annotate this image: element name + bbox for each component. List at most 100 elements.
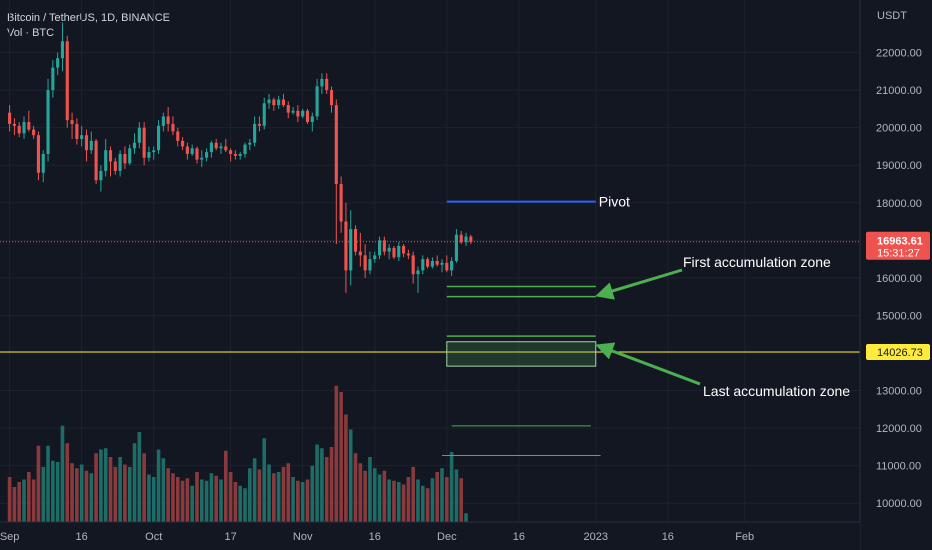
volume-bar xyxy=(99,449,103,522)
time-tick-label: 16 xyxy=(513,531,525,543)
candle-body xyxy=(368,259,372,271)
volume-bar xyxy=(411,467,415,522)
time-tick-label: 17 xyxy=(224,531,236,543)
candle-body xyxy=(440,262,444,265)
price-tick-label: 18000.00 xyxy=(876,198,922,210)
candle-body xyxy=(373,255,377,260)
volume-bar xyxy=(233,482,238,522)
price-tick-label: 22000.00 xyxy=(876,48,922,60)
volume-bar xyxy=(180,480,185,522)
candle-body xyxy=(277,99,281,106)
candle-body xyxy=(406,253,410,256)
volume-bar xyxy=(344,414,348,522)
candle-body xyxy=(65,41,69,121)
candle-body xyxy=(325,78,329,91)
time-tick-label: Sep xyxy=(0,531,19,543)
candle-body xyxy=(60,41,65,59)
volume-bar xyxy=(286,463,291,522)
volume-bar xyxy=(305,479,310,522)
candle-body xyxy=(430,261,434,267)
candle-body xyxy=(185,146,189,154)
first-zone-label: First accumulation zone xyxy=(683,254,831,270)
volume-bar xyxy=(75,468,79,522)
volume-bar xyxy=(353,453,358,522)
volume-bar xyxy=(262,438,267,522)
volume-bar xyxy=(12,487,17,522)
price-tick-label: 19000.00 xyxy=(876,160,922,172)
candle-body xyxy=(123,153,127,164)
candle-body xyxy=(195,148,199,160)
price-tick-label: 21000.00 xyxy=(876,85,922,97)
time-tick-label: Oct xyxy=(145,531,162,543)
candle-body xyxy=(315,86,319,117)
candle-body xyxy=(411,255,415,275)
last-zone-label: Last accumulation zone xyxy=(703,383,850,399)
symbol-title: Bitcoin / TetherUS, 1D, BINANCE xyxy=(7,12,171,24)
candle-body xyxy=(233,153,237,156)
candle-body xyxy=(70,120,74,124)
volume-bar xyxy=(137,432,142,522)
time-tick-label: Nov xyxy=(293,531,313,543)
candle-body xyxy=(291,110,295,113)
volume-bar xyxy=(334,385,339,522)
countdown-timer: 15:31:27 xyxy=(877,248,920,260)
candle-body xyxy=(296,110,300,117)
volume-bar xyxy=(123,464,127,522)
candle-body xyxy=(469,236,473,242)
volume-bar xyxy=(358,463,363,522)
candle-body xyxy=(80,135,84,139)
price-tick-label: 12000.00 xyxy=(876,423,922,435)
volume-bar xyxy=(79,464,84,522)
volume-bar xyxy=(190,485,194,522)
candle-body xyxy=(349,229,353,271)
volume-bar xyxy=(363,470,367,522)
chart-legend: Bitcoin / TetherUS, 1D, BINANCE Vol · BT… xyxy=(7,11,170,41)
volume-bar xyxy=(296,480,300,522)
price-tick-label: 10000.00 xyxy=(876,498,922,510)
candle-body xyxy=(224,146,228,151)
candle-body xyxy=(339,184,343,222)
volume-bar xyxy=(430,478,435,522)
last-price-tag xyxy=(866,231,930,260)
candle-body xyxy=(310,116,314,123)
candle-body xyxy=(421,259,425,271)
volume-bar xyxy=(252,458,257,522)
price-tick-label: 15000.00 xyxy=(876,310,922,322)
volume-bar xyxy=(175,477,180,522)
candle-body xyxy=(243,144,247,154)
support-price-tag xyxy=(866,344,930,361)
candle-body xyxy=(454,234,458,261)
volume-bar xyxy=(396,482,401,522)
volume-bar xyxy=(406,477,411,522)
candle-body xyxy=(75,123,79,139)
volume-bar xyxy=(416,479,420,522)
candle-body xyxy=(272,99,276,106)
candle-body xyxy=(305,110,310,123)
volume-bar xyxy=(103,448,108,522)
candle-body xyxy=(450,261,454,271)
volume-bar xyxy=(118,457,122,522)
candle-body xyxy=(320,78,324,87)
volume-bar xyxy=(257,469,262,522)
candle-body xyxy=(166,116,170,124)
volume-bar xyxy=(445,477,449,522)
price-tick-label: 16000.00 xyxy=(876,273,922,285)
volume-bar xyxy=(199,479,204,522)
candle-body xyxy=(99,170,103,181)
time-tick-label: Feb xyxy=(735,531,754,543)
time-tick-label: 16 xyxy=(369,531,381,543)
volume-bar xyxy=(41,467,46,522)
volume-bar xyxy=(22,479,26,522)
candle-body xyxy=(27,122,31,130)
volume-bar xyxy=(420,485,425,522)
volume-bar xyxy=(348,429,353,522)
candle-body xyxy=(426,259,430,267)
volume-bar xyxy=(84,470,89,522)
volume-bar xyxy=(17,482,22,522)
volume-bar xyxy=(36,445,41,522)
candle-body xyxy=(358,251,362,256)
candle-body xyxy=(416,270,420,275)
volume-histogram xyxy=(7,385,468,522)
